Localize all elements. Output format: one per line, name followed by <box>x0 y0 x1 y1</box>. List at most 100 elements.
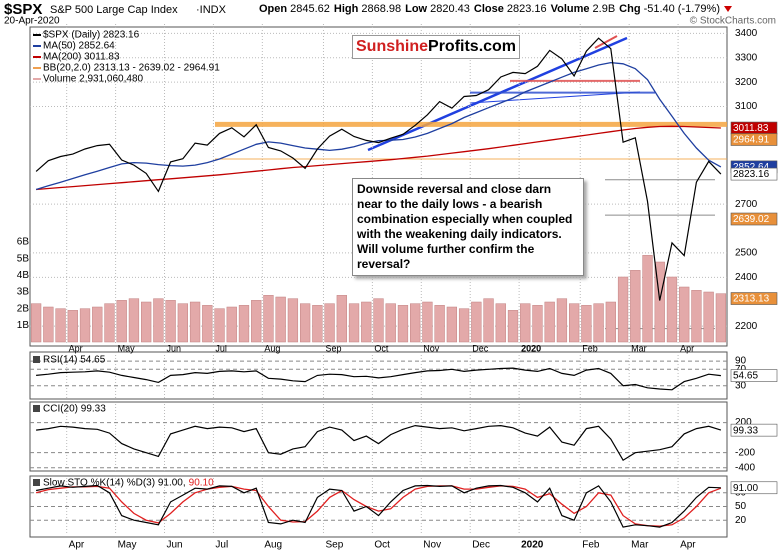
volume-bar <box>92 306 103 343</box>
volume-bar <box>275 296 286 343</box>
y-tick-label: 2500 <box>735 248 758 259</box>
x-tick-label: Oct <box>374 343 389 353</box>
y-tick-label: 2700 <box>735 199 758 210</box>
value-box-label: 2964.91 <box>733 135 770 146</box>
legend-label: MA(50) 2852.64 <box>43 41 115 52</box>
volume-bar <box>141 301 152 343</box>
volume-bar <box>654 261 665 343</box>
y-tick-label: 30 <box>735 380 747 391</box>
volume-bar <box>642 255 653 343</box>
y-tick-label: 3300 <box>735 52 758 63</box>
volume-bar <box>67 310 78 343</box>
x-tick-label: Mar <box>631 343 647 353</box>
volume-bar <box>691 290 702 343</box>
quote-value: 2820.43 <box>430 3 470 15</box>
value-box-label: 2852.64 <box>733 162 770 173</box>
volume-bar <box>324 303 335 343</box>
logo: SunshineProfits.com <box>352 35 521 59</box>
y-tick-label: -200 <box>735 447 755 458</box>
volume-bar <box>422 301 433 343</box>
volume-bar <box>373 298 384 343</box>
volume-bar <box>348 303 360 343</box>
volume-bar <box>128 298 140 343</box>
x-tick-label: 2020 <box>521 343 541 353</box>
legend-label: MA(200) 3011.83 <box>43 52 120 63</box>
y2-tick-label: 4B <box>17 270 30 281</box>
volume-bar <box>544 301 555 343</box>
x-tick-label: Jul <box>215 343 227 353</box>
annotation: Downside reversal and close darn near to… <box>352 178 584 276</box>
x-tick-label: Oct <box>374 540 390 551</box>
x-tick-label: Apr <box>680 343 694 353</box>
value-box-label: 91.00 <box>733 483 758 494</box>
volume-bar <box>715 293 727 343</box>
volume-bar <box>458 308 470 343</box>
volume-bar <box>214 308 225 343</box>
quote-label: Chg <box>619 3 641 15</box>
y-tick-label: 3100 <box>735 101 758 112</box>
series-line <box>36 367 721 391</box>
series-line <box>36 424 722 462</box>
quote-value: -51.40 (-1.79%) <box>643 3 720 15</box>
volume-bar <box>532 305 543 343</box>
volume-bar <box>251 300 262 343</box>
x-tick-label: Apr <box>680 540 696 551</box>
value-box-label: 54.65 <box>733 371 758 382</box>
date: 20-Apr-2020 <box>4 16 60 27</box>
value-box-label: 2639.02 <box>733 214 770 225</box>
volume-bar <box>177 303 188 343</box>
y-tick-label: 20 <box>735 515 747 526</box>
volume-bar <box>520 303 531 343</box>
volume-bar <box>226 306 237 343</box>
volume-bar <box>30 303 42 343</box>
y-tick-label: 50 <box>735 501 747 512</box>
y-tick-label: 2200 <box>735 321 758 332</box>
price-frame <box>29 26 728 347</box>
credit: © StockCharts.com <box>690 16 776 27</box>
x-tick-label: 2020 <box>521 540 544 551</box>
quote-label: Low <box>405 3 428 15</box>
volume-bar <box>569 303 580 343</box>
volume-bar <box>471 301 482 343</box>
x-tick-label: May <box>118 540 137 551</box>
x-tick-label: Dec <box>472 540 490 551</box>
volume-bar <box>617 276 629 343</box>
volume-bar <box>43 306 54 343</box>
volume-bar <box>299 303 311 343</box>
x-tick-label: Dec <box>472 343 489 353</box>
down-arrow <box>724 6 732 12</box>
trend-line <box>469 91 641 104</box>
volume-bar <box>165 300 176 343</box>
y2-tick-label: 1B <box>17 320 30 331</box>
quote-value: 2823.16 <box>506 3 547 15</box>
y-tick-label: 3400 <box>735 28 758 39</box>
x-tick-label: Jun <box>167 540 183 551</box>
y-tick-label: 90 <box>735 356 747 367</box>
quote-label: Close <box>473 3 504 15</box>
series-line <box>35 484 721 528</box>
value-box <box>730 481 778 495</box>
quote-label: Volume <box>550 3 590 15</box>
volume-bar <box>287 298 299 343</box>
legend-label: BB(20,2.0) 2313.13 - 2639.02 - 2964.91 <box>43 63 220 74</box>
x-tick-label: Feb <box>582 540 600 551</box>
y-tick-label: 2400 <box>735 272 758 283</box>
volume-bar <box>495 303 506 343</box>
y-tick-label: 200 <box>735 417 752 428</box>
volume-bar <box>189 301 201 343</box>
panel-title: CCI(20) 99.33 <box>43 404 106 415</box>
volume-bar <box>446 306 458 343</box>
value-box-label: 3011.83 <box>733 123 769 134</box>
volume-bar <box>434 305 445 343</box>
volume-bar <box>104 303 115 343</box>
y2-tick-label: 5B <box>17 253 30 264</box>
legend-label: $SPX (Daily) 2823.16 <box>43 30 140 41</box>
quote-label: High <box>333 3 359 15</box>
legend-label: Volume 2,931,060,480 <box>43 74 144 85</box>
volume-bar <box>263 295 274 343</box>
panel-title: RSI(14) 54.65 <box>43 355 106 366</box>
panel-icon <box>33 356 40 363</box>
cci-frame <box>29 401 728 472</box>
logo-first: Sunshine <box>356 38 429 55</box>
trend-line <box>594 35 618 49</box>
